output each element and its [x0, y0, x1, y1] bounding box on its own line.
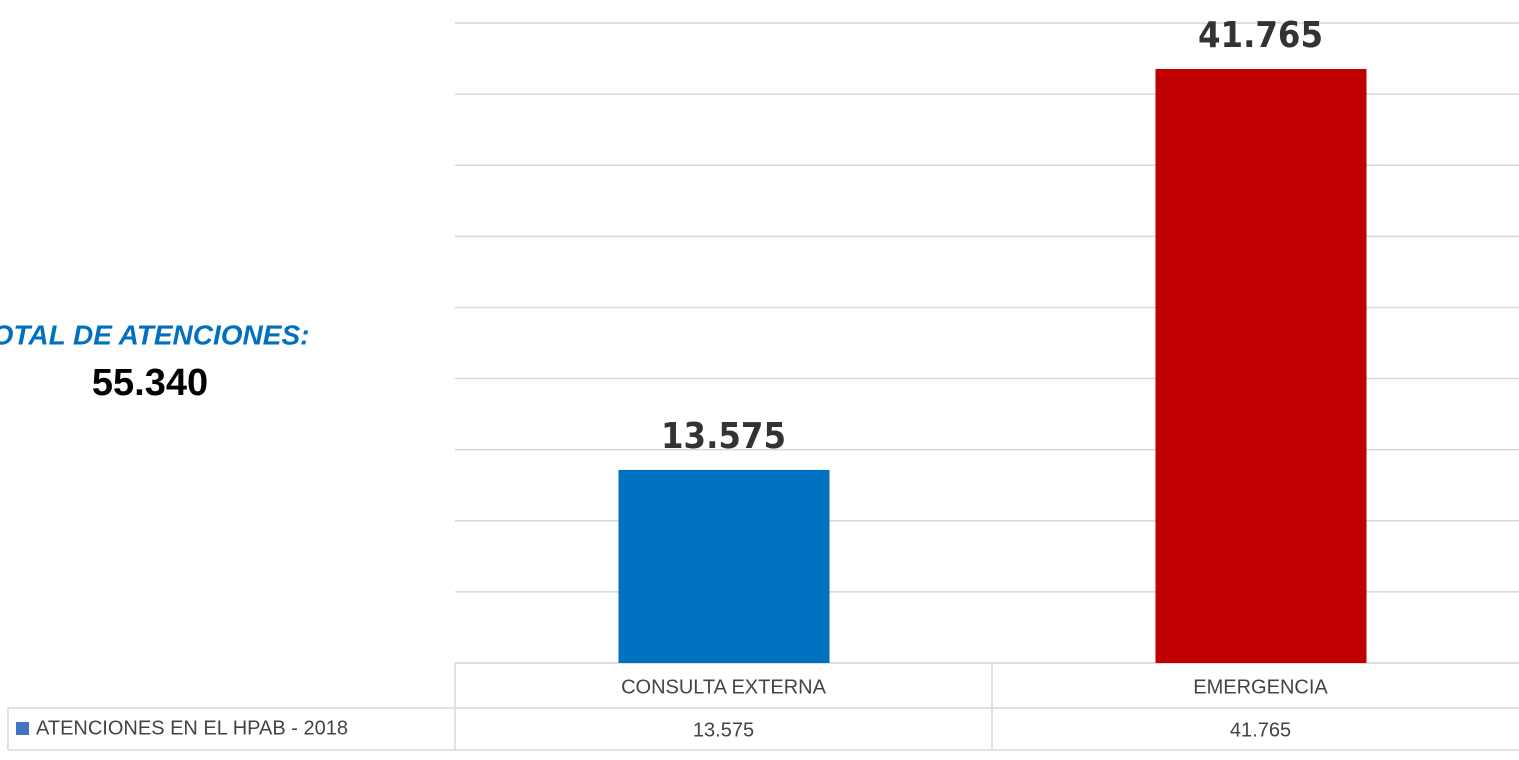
table-value: 13.575	[693, 719, 754, 741]
legend-marker	[16, 722, 29, 735]
bar	[1155, 69, 1367, 663]
annotation: TOTAL DE ATENCIONES:	[0, 319, 309, 350]
legend-label: ATENCIONES EN EL HPAB - 2018	[36, 717, 348, 739]
annotation-value: 55.340	[92, 362, 208, 404]
table-value: 41.765	[1230, 719, 1291, 741]
x-tick-label: EMERGENCIA	[1193, 676, 1328, 698]
data-label: 13.575	[661, 416, 786, 457]
data-label: 41.765	[1198, 15, 1323, 56]
x-tick-label: CONSULTA EXTERNA	[621, 676, 827, 698]
bar	[618, 469, 830, 663]
